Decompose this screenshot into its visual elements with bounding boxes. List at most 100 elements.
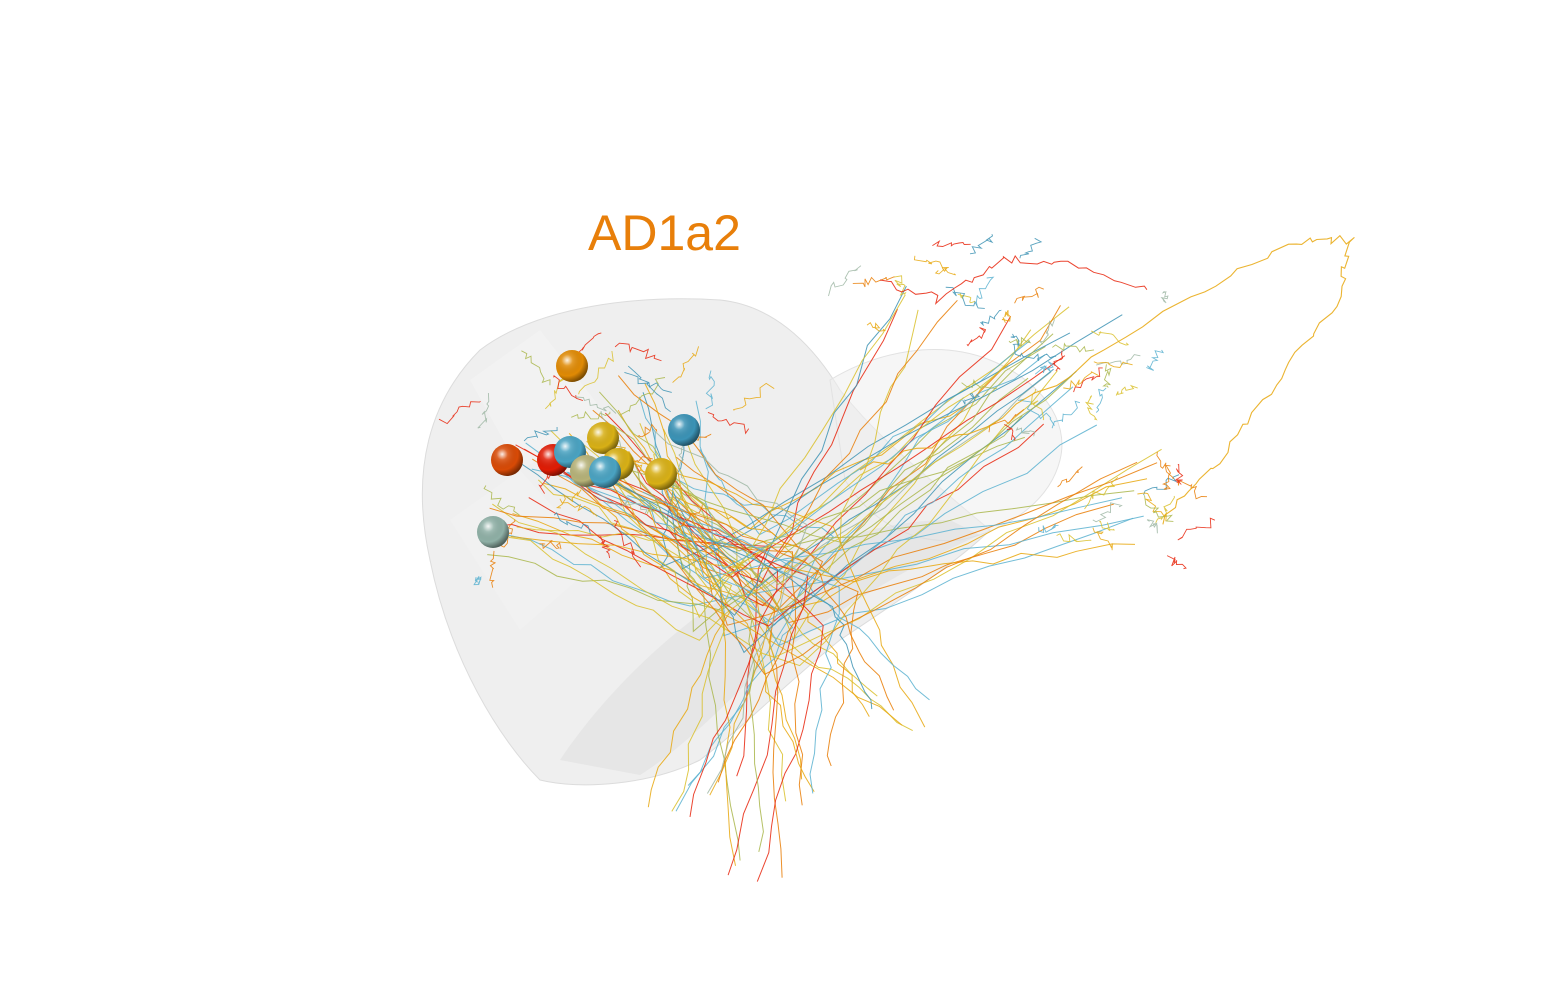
neurite-branch <box>544 375 567 410</box>
neurite-branch <box>1014 286 1044 304</box>
neurite-branch <box>600 294 906 619</box>
neurite-branch <box>1084 476 1119 510</box>
neurite-branch <box>672 370 1077 654</box>
neurite-branch <box>531 386 1074 579</box>
neurite-branch <box>523 426 558 442</box>
neurite-branch <box>654 430 809 794</box>
neurite-branch <box>1015 427 1036 437</box>
neurite-branch <box>513 285 907 617</box>
neurite-branch <box>1146 519 1158 534</box>
neurite-branch <box>605 412 824 882</box>
neurite-branch <box>676 456 859 767</box>
soma-yellow-1 <box>587 422 619 454</box>
neurite-branch <box>492 370 1058 667</box>
neurite-branch <box>553 512 591 534</box>
neurite-branch <box>707 411 750 435</box>
neurite-branch <box>1166 555 1187 570</box>
neurite-branch <box>1051 400 1081 429</box>
neurite-branch <box>1073 367 1103 393</box>
neurite-branch <box>733 382 775 411</box>
neurite-branch <box>1143 474 1180 496</box>
neurite-branch <box>483 485 520 516</box>
neurite-branch <box>1063 371 1099 390</box>
neurite-branch <box>521 350 551 386</box>
neurite-branch <box>1038 319 1055 345</box>
neurite-branch <box>1038 522 1059 534</box>
neurite-branch <box>961 379 997 390</box>
neurite-branch <box>573 436 1025 552</box>
neurite-branch <box>934 267 956 276</box>
neurite-branch <box>1102 364 1112 388</box>
neurite-branch <box>566 471 794 786</box>
neurite-branch <box>1010 333 1021 357</box>
neurite-branch <box>1052 342 1095 353</box>
soma-grey-green <box>477 516 509 548</box>
neurite-branch <box>932 239 971 247</box>
neurite-branch <box>543 482 803 780</box>
soma-blue-2 <box>589 456 621 488</box>
neurite-branch <box>945 286 985 309</box>
neurite-branch <box>627 354 1046 570</box>
neurite-branch <box>980 309 1002 326</box>
neurite-branch <box>555 489 582 509</box>
neurite-branch <box>578 350 614 395</box>
neurite-branch <box>957 293 976 304</box>
neurite-branch <box>619 315 1012 607</box>
neuron-type-title: AD1a2 <box>588 205 741 261</box>
neurite-branch <box>627 365 671 413</box>
neurite-branch <box>672 504 703 535</box>
neurite-branch <box>620 377 666 416</box>
neurite-branch <box>614 520 642 568</box>
neurite-branch <box>866 322 887 332</box>
neurite-branch <box>1115 384 1138 396</box>
soma-red-orange <box>491 444 523 476</box>
soma-blue-3 <box>668 414 700 446</box>
neurite-branch <box>879 255 1148 305</box>
neurite-branch <box>1091 330 1130 346</box>
neurite-branch <box>705 370 715 410</box>
neurite-branch <box>545 299 958 560</box>
neurite-branch <box>473 576 482 586</box>
neurite-branch <box>1092 527 1113 551</box>
neurite-branch <box>644 383 731 808</box>
neurite-branch <box>1155 495 1175 524</box>
neurite-branch <box>486 421 997 641</box>
neurite-branch <box>636 423 658 438</box>
neurite-branch <box>1095 387 1107 413</box>
neurite-branch <box>1096 354 1141 366</box>
neurite-branch <box>653 364 1009 591</box>
neurite-branch <box>859 234 1355 525</box>
neurite-branch <box>559 498 598 517</box>
neurite-branch <box>477 392 490 429</box>
neurite-branch <box>852 276 895 288</box>
neurite-branch <box>1057 466 1083 488</box>
neurite-branch <box>1052 350 1064 372</box>
neurite-branch <box>571 332 602 356</box>
neurite-branch <box>606 500 648 515</box>
neurite-branch <box>1144 495 1174 522</box>
neurite-branch <box>1019 237 1043 259</box>
neurite-branch <box>642 491 840 794</box>
neurite-branch <box>487 377 1029 611</box>
neurite-branch <box>537 479 733 812</box>
neurite-branch <box>510 535 1136 583</box>
neurite-branch <box>670 371 1052 590</box>
soma-yellow-3 <box>645 458 677 490</box>
neurite-branch <box>642 314 1123 570</box>
neurite-branch <box>1034 361 1055 375</box>
neurite-branch <box>1084 395 1098 421</box>
neurite-branch <box>1004 424 1016 441</box>
neurite-branch <box>438 400 481 425</box>
neurite-branch <box>624 371 672 393</box>
neurite-branch <box>1156 451 1174 479</box>
neurite-branch <box>571 410 611 420</box>
neurite-branch <box>614 342 662 362</box>
neurite-branch <box>969 234 994 255</box>
neurite-branch <box>1008 336 1032 347</box>
neurite-branch <box>593 473 895 711</box>
neurite-branch <box>1177 479 1208 500</box>
neurite-branch <box>1162 464 1172 490</box>
neurite-branch <box>1093 361 1133 368</box>
neurite-branch <box>894 275 907 296</box>
